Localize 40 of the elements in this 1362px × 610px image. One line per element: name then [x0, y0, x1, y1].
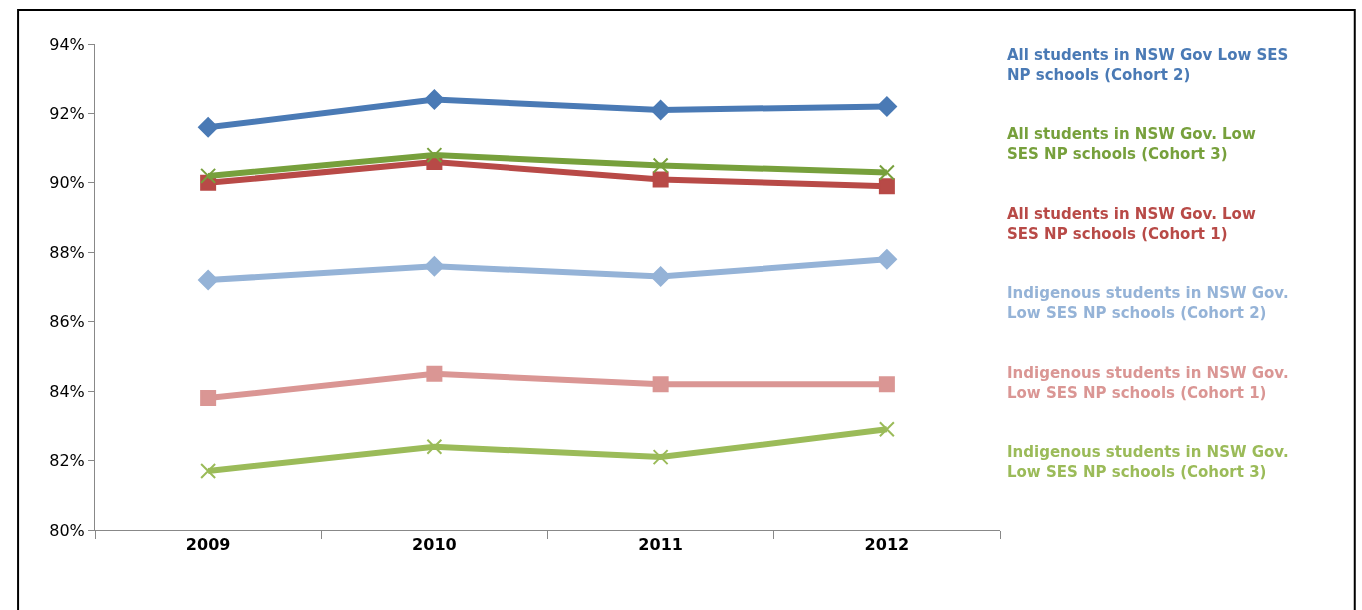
point — [878, 376, 895, 393]
x-tick-label: 2012 — [864, 535, 910, 555]
point — [424, 256, 445, 277]
y-tick-label: 90% — [49, 173, 85, 193]
point — [876, 96, 897, 117]
point — [652, 157, 669, 174]
y-tick-label: 82% — [49, 451, 85, 471]
point — [878, 178, 895, 195]
text: All students in NSW Gov. Low SES NP schools (Cohort 3) — [1007, 125, 1256, 163]
x-tick-label: 2009 — [185, 535, 231, 555]
x-tick-label: 2010 — [412, 535, 457, 555]
text: All students in NSW Gov. Low SES NP schools (Cohort 1) — [1007, 205, 1256, 243]
point — [876, 249, 897, 270]
y-tick-label: 88% — [49, 242, 85, 262]
point — [878, 164, 895, 181]
point — [652, 449, 669, 466]
point — [200, 167, 217, 184]
point — [200, 390, 217, 407]
point — [198, 269, 219, 291]
point — [426, 438, 443, 455]
text: Indigenous students in NSW Gov. Low SES NP schools (Cohort 1) — [1007, 364, 1289, 402]
point — [650, 99, 671, 121]
y-tick-label: 84% — [49, 381, 85, 401]
text: All students in NSW Gov Low SES NP schools (Cohort 2) — [1007, 46, 1289, 84]
x-tick-label: 2011 — [638, 535, 683, 555]
text: Indigenous students in NSW Gov. Low SES NP schools (Cohort 3) — [1007, 443, 1289, 481]
y-tick-label: 94% — [49, 34, 85, 54]
point — [426, 365, 443, 382]
point — [426, 147, 443, 164]
y-tick-label: 92% — [49, 104, 85, 124]
point — [424, 89, 445, 110]
point — [650, 266, 671, 287]
point — [652, 171, 669, 188]
point — [198, 117, 219, 138]
point — [878, 421, 895, 438]
y-tick-label: 86% — [49, 312, 85, 332]
point — [652, 376, 669, 393]
point — [200, 462, 217, 479]
y-tick-label: 80% — [49, 520, 85, 540]
text: Indigenous students in NSW Gov. Low SES NP schools (Cohort 2) — [1007, 284, 1289, 322]
